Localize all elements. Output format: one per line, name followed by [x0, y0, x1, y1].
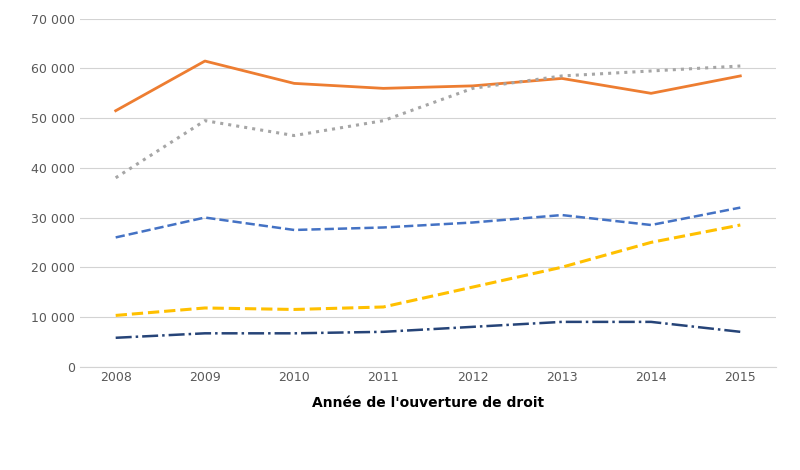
Line: 62 ans et plus: 62 ans et plus	[116, 322, 740, 338]
60 -61 ans	[557, 265, 566, 270]
60 -61 ans	[290, 306, 299, 312]
55 ans	[557, 212, 566, 218]
58 - 59 ans	[111, 175, 121, 180]
56-57 ans	[290, 80, 299, 86]
62 ans et plus	[646, 319, 656, 325]
58 - 59 ans	[378, 118, 388, 124]
62 ans et plus	[735, 329, 745, 335]
60 -61 ans	[646, 240, 656, 245]
55 ans	[468, 219, 478, 225]
55 ans	[111, 235, 121, 240]
Line: 58 - 59 ans: 58 - 59 ans	[116, 66, 740, 178]
58 - 59 ans	[735, 63, 745, 69]
60 -61 ans	[111, 313, 121, 318]
56-57 ans	[200, 58, 210, 64]
62 ans et plus	[468, 324, 478, 329]
58 - 59 ans	[468, 86, 478, 91]
60 -61 ans	[200, 305, 210, 311]
55 ans	[735, 205, 745, 211]
56-57 ans	[557, 76, 566, 81]
Line: 55 ans: 55 ans	[116, 208, 740, 237]
55 ans	[200, 215, 210, 220]
60 -61 ans	[378, 304, 388, 310]
62 ans et plus	[557, 319, 566, 325]
56-57 ans	[468, 83, 478, 89]
X-axis label: Année de l'ouverture de droit: Année de l'ouverture de droit	[312, 396, 544, 409]
55 ans	[646, 222, 656, 228]
62 ans et plus	[378, 329, 388, 335]
56-57 ans	[111, 108, 121, 114]
58 - 59 ans	[646, 68, 656, 74]
Line: 56-57 ans: 56-57 ans	[116, 61, 740, 111]
56-57 ans	[378, 86, 388, 91]
58 - 59 ans	[290, 133, 299, 138]
58 - 59 ans	[200, 118, 210, 124]
Line: 60 -61 ans: 60 -61 ans	[116, 225, 740, 315]
60 -61 ans	[735, 222, 745, 228]
62 ans et plus	[111, 335, 121, 341]
56-57 ans	[735, 73, 745, 79]
58 - 59 ans	[557, 73, 566, 79]
60 -61 ans	[468, 284, 478, 290]
56-57 ans	[646, 91, 656, 96]
55 ans	[290, 227, 299, 233]
62 ans et plus	[290, 330, 299, 336]
62 ans et plus	[200, 330, 210, 336]
55 ans	[378, 225, 388, 230]
